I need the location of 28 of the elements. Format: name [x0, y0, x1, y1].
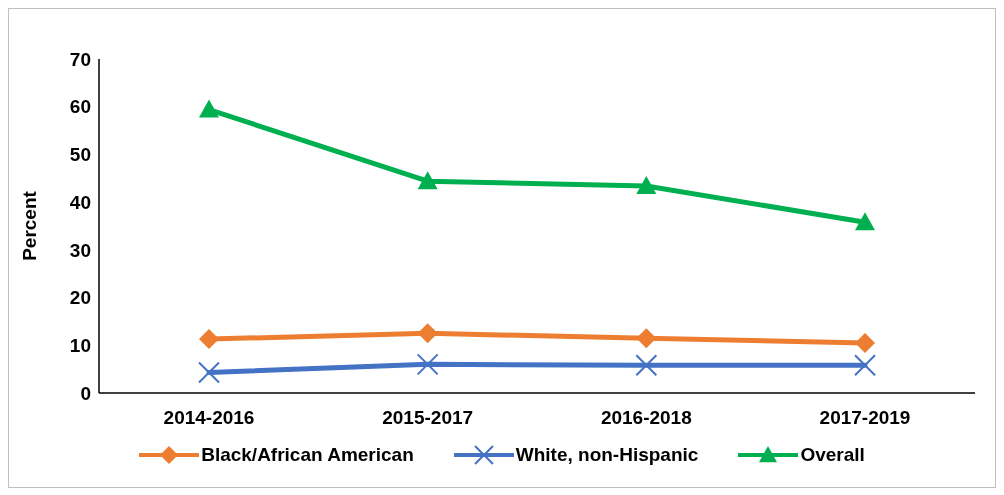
y-tick-label: 30 [69, 239, 91, 261]
point [199, 99, 219, 118]
y-tick-label: 40 [69, 191, 91, 213]
legend-label: White, non-Hispanic [515, 444, 699, 466]
y-tick-label: 20 [69, 287, 91, 309]
x-tick-label: 2015-2017 [382, 407, 474, 429]
point [855, 212, 875, 231]
y-tick-label: 0 [80, 382, 91, 404]
point [417, 323, 438, 344]
point [635, 354, 658, 377]
x-tick-label: 2016-2018 [600, 407, 692, 429]
point [636, 175, 657, 194]
y-tick-label: 10 [69, 335, 91, 357]
x-tick-label: 2014-2016 [163, 407, 255, 429]
point [855, 332, 875, 353]
legend-label: Overall [800, 444, 865, 466]
point [636, 328, 657, 349]
point [199, 329, 219, 350]
y-axis-title: Percent [18, 190, 40, 261]
y-tick-label: 50 [69, 144, 91, 166]
point [198, 361, 220, 384]
point [854, 354, 876, 377]
point [416, 353, 439, 376]
point [417, 171, 438, 190]
y-tick-label: 60 [69, 96, 91, 118]
legend-label: Black/African American [201, 444, 414, 466]
x-tick-label: 2017-2019 [819, 407, 911, 429]
y-tick-label: 70 [69, 48, 91, 70]
